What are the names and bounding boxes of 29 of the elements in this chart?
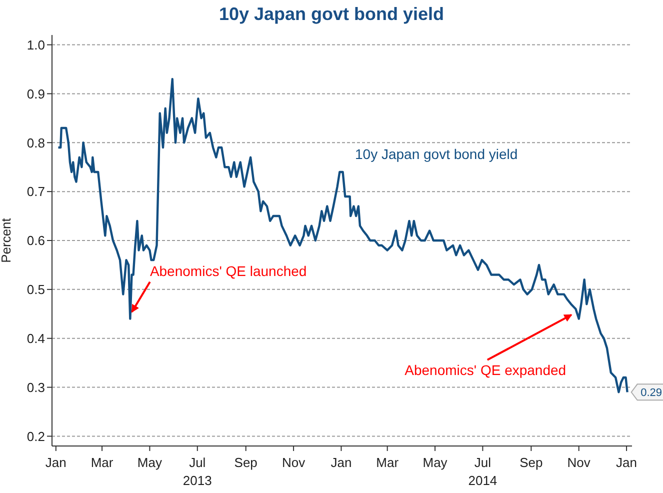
x-tick-label: Nov <box>282 455 306 470</box>
y-tick-label: 0.4 <box>26 330 45 346</box>
series-label: 10y Japan govt bond yield <box>355 146 518 162</box>
y-tick-label: 0.5 <box>26 282 45 298</box>
x-tick-label: Mar <box>90 455 114 470</box>
line-series <box>57 78 628 394</box>
y-tick-label: 0.9 <box>26 86 45 102</box>
x-tick-label: Sep <box>520 455 543 470</box>
x-tick-label: May <box>137 455 162 470</box>
x-tick-label: Jan <box>330 455 352 470</box>
y-tick-label: 0.7 <box>26 184 45 200</box>
x-tick-label: Jul 2013 <box>182 455 212 488</box>
y-tick-label: 0.2 <box>26 428 45 444</box>
y-axis-title: Percent <box>0 218 14 263</box>
chart-title: 10y Japan govt bond yield <box>218 4 446 25</box>
x-tick-label: Jan <box>616 455 638 470</box>
x-tick-label: Sep <box>234 455 258 470</box>
x-tick-label: Mar <box>376 455 400 470</box>
data-label: 0.29 <box>640 387 662 400</box>
x-tick-label: Jul 2014 <box>468 455 498 488</box>
y-tick-label: 0.8 <box>26 135 45 150</box>
annotation: Abenomics' QE launched <box>150 262 307 279</box>
y-tick-label: 0.6 <box>26 233 45 248</box>
y-tick-label: 1.0 <box>26 37 45 52</box>
y-tick-label: 0.3 <box>26 380 45 395</box>
annotation: Abenomics' QE expanded <box>404 362 566 378</box>
x-tick-label: May <box>422 455 448 470</box>
x-tick-label: Nov <box>567 455 591 470</box>
x-tick-label: Jan <box>45 455 66 470</box>
